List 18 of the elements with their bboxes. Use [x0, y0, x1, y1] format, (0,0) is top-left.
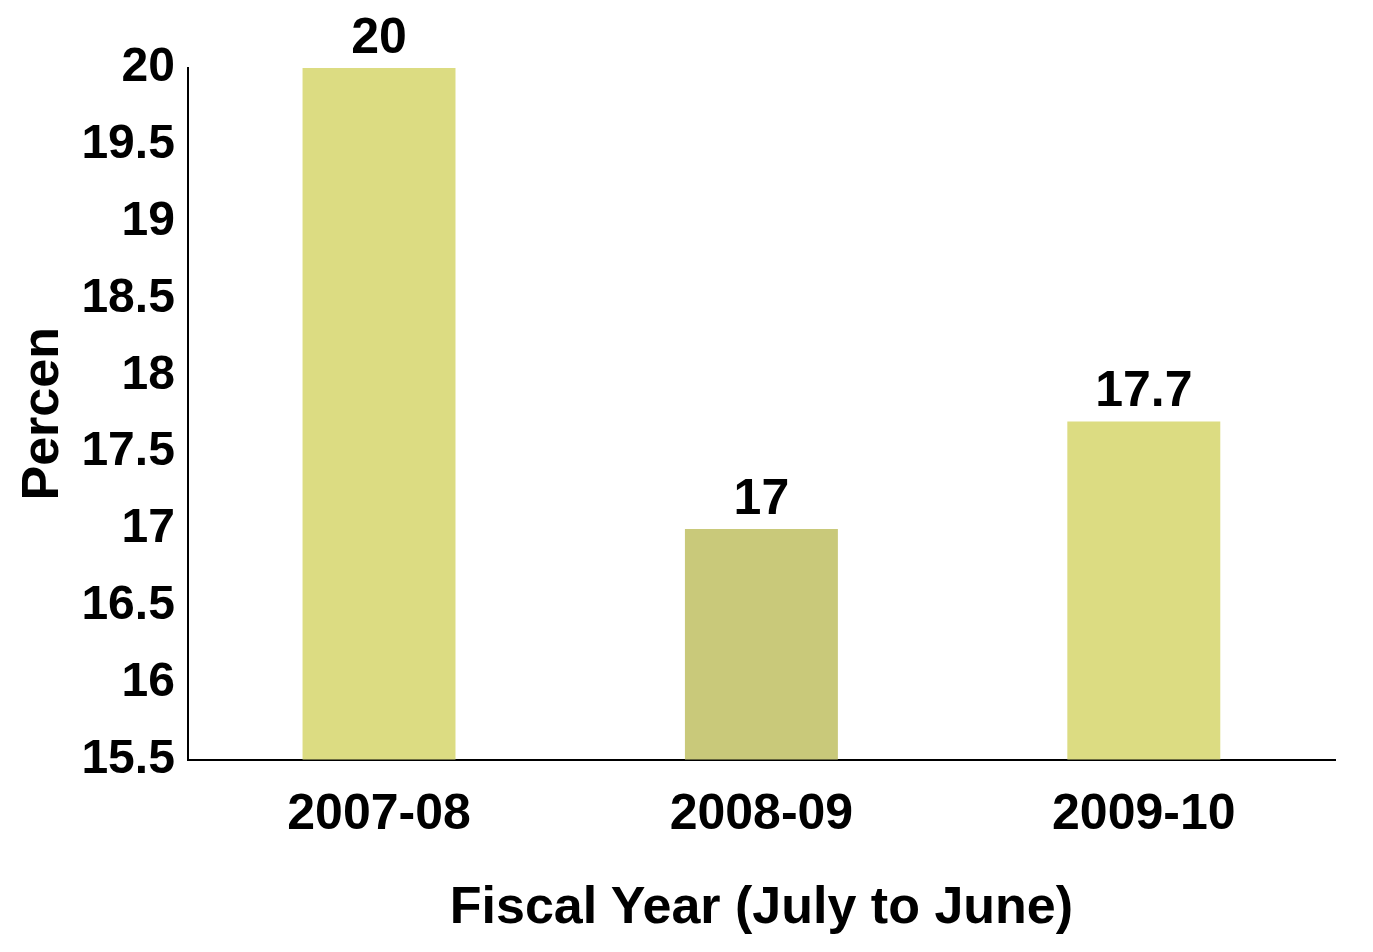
y-tick-label: 16.5: [81, 576, 175, 630]
y-tick-label: 19.5: [81, 115, 175, 169]
data-label: 17: [733, 468, 790, 525]
y-tick-label: 17: [121, 499, 175, 553]
y-tick-label: 16: [121, 652, 175, 706]
y-tick-label: 18: [121, 345, 175, 399]
data-label: 20: [351, 7, 407, 64]
x-tick-label: 2008-09: [669, 784, 854, 841]
y-axis-title: Percen: [10, 327, 69, 501]
x-tick-label: 2009-10: [1052, 784, 1236, 841]
y-tick-label: 17.5: [81, 422, 175, 476]
y-tick-label: 19: [121, 191, 175, 245]
y-tick-label: 18.5: [81, 268, 175, 322]
data-label: 17.7: [1095, 361, 1193, 418]
y-tick-label: 20: [121, 38, 175, 92]
x-axis-title: Fiscal Year (July to June): [449, 876, 1074, 935]
y-tick-label: 15.5: [81, 729, 175, 783]
x-tick-label: 2007-08: [287, 784, 471, 841]
